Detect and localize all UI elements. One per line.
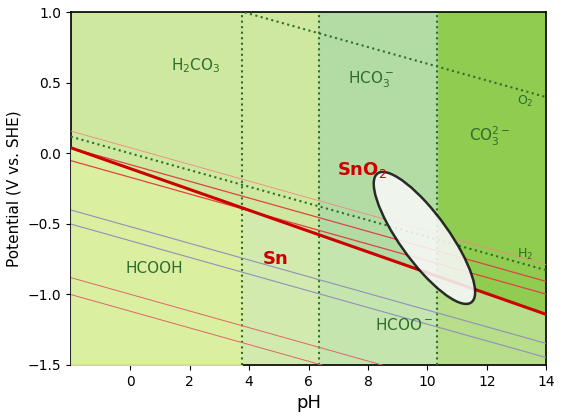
Text: Sn: Sn xyxy=(263,250,289,268)
X-axis label: pH: pH xyxy=(296,394,321,412)
Text: H$_2$CO$_3$: H$_2$CO$_3$ xyxy=(171,57,220,75)
Y-axis label: Potential (V vs. SHE): Potential (V vs. SHE) xyxy=(7,110,22,267)
Text: SnO$_2$: SnO$_2$ xyxy=(337,160,387,180)
Text: CO$_3^{2-}$: CO$_3^{2-}$ xyxy=(469,125,510,148)
Text: HCOOH: HCOOH xyxy=(125,261,183,277)
Bar xyxy=(437,13,546,419)
Text: H$_2$: H$_2$ xyxy=(518,247,533,262)
Text: HCOO$^-$: HCOO$^-$ xyxy=(374,317,433,334)
Text: HCO$_3^-$: HCO$_3^-$ xyxy=(348,70,394,91)
Ellipse shape xyxy=(374,172,475,304)
Bar xyxy=(319,13,437,419)
Bar xyxy=(71,13,319,419)
Text: O$_2$: O$_2$ xyxy=(517,94,534,109)
